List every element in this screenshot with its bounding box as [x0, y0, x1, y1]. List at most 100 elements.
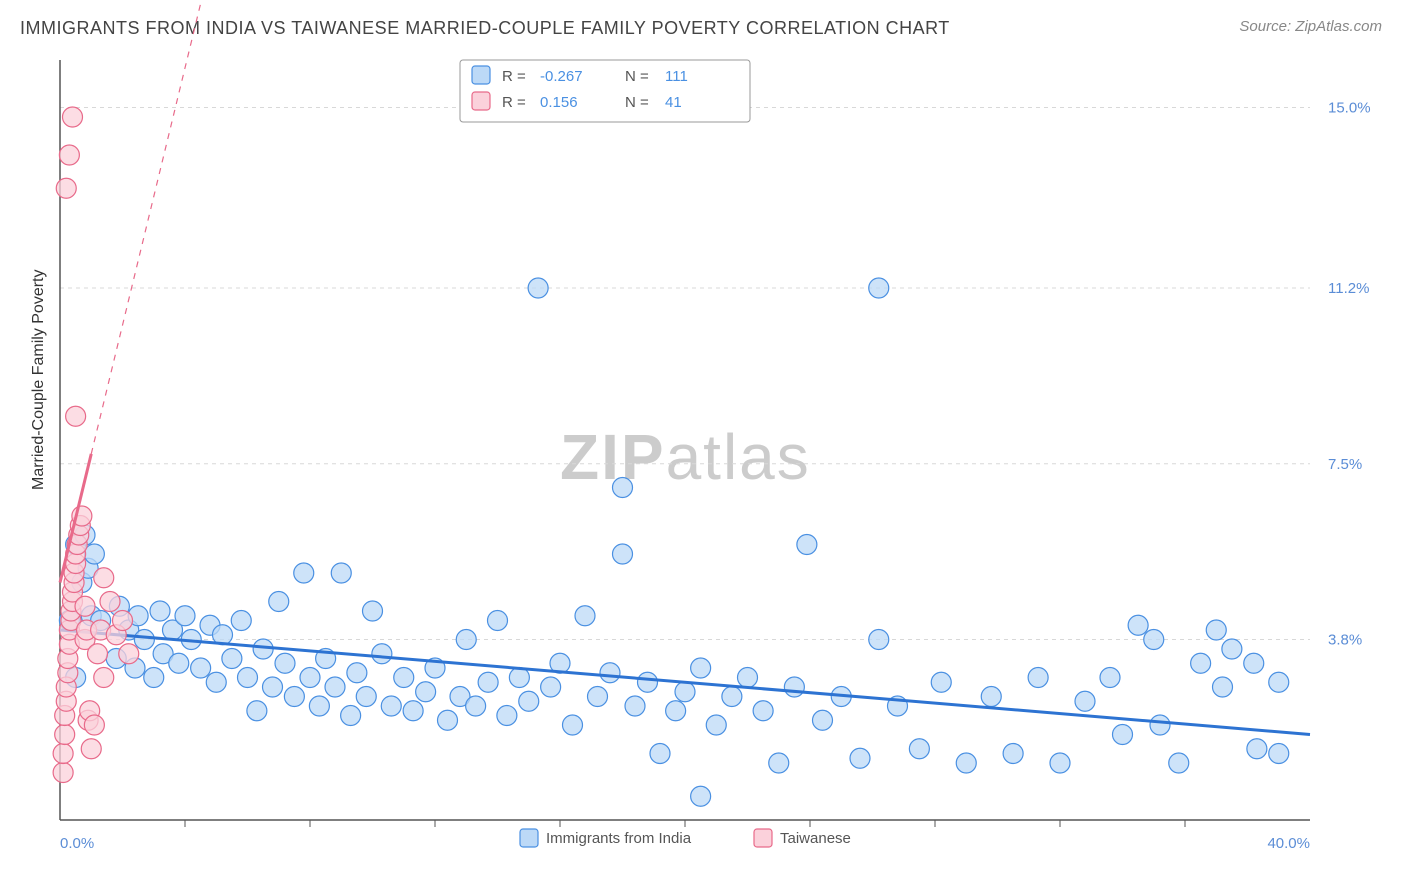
data-point-india	[231, 611, 251, 631]
data-point-india	[372, 644, 392, 664]
scatter-plot: 3.8%7.5%11.2%15.0%0.0%40.0%R =-0.267N =1…	[0, 0, 1406, 892]
data-point-india	[1128, 615, 1148, 635]
data-point-india	[478, 672, 498, 692]
data-point-taiwanese	[119, 644, 139, 664]
data-point-india	[294, 563, 314, 583]
data-point-india	[869, 278, 889, 298]
data-point-india	[347, 663, 367, 683]
data-point-india	[706, 715, 726, 735]
data-point-india	[931, 672, 951, 692]
data-point-india	[691, 786, 711, 806]
data-point-india	[666, 701, 686, 721]
data-point-taiwanese	[55, 725, 75, 745]
data-point-taiwanese	[113, 611, 133, 631]
legend-N-value-taiwanese: 41	[665, 94, 682, 111]
data-point-taiwanese	[88, 644, 108, 664]
data-point-india	[1150, 715, 1170, 735]
data-point-india	[356, 687, 376, 707]
data-point-taiwanese	[94, 568, 114, 588]
data-point-india	[363, 601, 383, 621]
data-point-taiwanese	[94, 668, 114, 688]
data-point-taiwanese	[84, 715, 104, 735]
data-point-india	[738, 668, 758, 688]
legend-R-label: R =	[502, 94, 526, 111]
data-point-taiwanese	[66, 406, 86, 426]
data-point-india	[753, 701, 773, 721]
data-point-india	[1213, 677, 1233, 697]
data-point-india	[588, 687, 608, 707]
data-point-india	[769, 753, 789, 773]
legend-R-label: R =	[502, 68, 526, 85]
data-point-india	[797, 535, 817, 555]
data-point-taiwanese	[53, 763, 73, 783]
data-point-india	[331, 563, 351, 583]
data-point-taiwanese	[63, 107, 83, 127]
bottom-legend-swatch-taiwanese	[754, 829, 772, 847]
data-point-india	[247, 701, 267, 721]
data-point-india	[1144, 630, 1164, 650]
data-point-india	[613, 478, 633, 498]
data-point-india	[1100, 668, 1120, 688]
x-tick-label: 0.0%	[60, 835, 94, 852]
data-point-india	[600, 663, 620, 683]
legend-swatch-taiwanese	[472, 92, 490, 110]
data-point-india	[981, 687, 1001, 707]
data-point-india	[325, 677, 345, 697]
y-tick-label: 11.2%	[1328, 280, 1369, 297]
data-point-india	[134, 630, 154, 650]
data-point-india	[650, 744, 670, 764]
data-point-taiwanese	[59, 145, 79, 165]
data-point-india	[275, 653, 295, 673]
y-tick-label: 3.8%	[1328, 632, 1362, 649]
data-point-india	[1206, 620, 1226, 640]
data-point-india	[575, 606, 595, 626]
legend-R-value-taiwanese: 0.156	[540, 94, 578, 111]
data-point-india	[813, 710, 833, 730]
data-point-india	[528, 278, 548, 298]
data-point-india	[456, 630, 476, 650]
data-point-india	[144, 668, 164, 688]
data-point-india	[691, 658, 711, 678]
data-point-india	[1003, 744, 1023, 764]
data-point-india	[466, 696, 486, 716]
data-point-taiwanese	[53, 744, 73, 764]
data-point-india	[191, 658, 211, 678]
data-point-india	[309, 696, 329, 716]
data-point-india	[909, 739, 929, 759]
bottom-legend-swatch-india	[520, 829, 538, 847]
data-point-india	[1075, 691, 1095, 711]
data-point-india	[497, 706, 517, 726]
y-tick-label: 7.5%	[1328, 456, 1362, 473]
data-point-india	[625, 696, 645, 716]
data-point-india	[300, 668, 320, 688]
data-point-india	[1191, 653, 1211, 673]
data-point-india	[263, 677, 283, 697]
legend-swatch-india	[472, 66, 490, 84]
data-point-india	[722, 687, 742, 707]
data-point-india	[206, 672, 226, 692]
data-point-india	[488, 611, 508, 631]
bottom-legend-label-india: Immigrants from India	[546, 830, 692, 847]
data-point-india	[175, 606, 195, 626]
data-point-india	[169, 653, 189, 673]
data-point-india	[269, 592, 289, 612]
data-point-india	[403, 701, 423, 721]
data-point-india	[1269, 672, 1289, 692]
legend-N-label: N =	[625, 94, 649, 111]
data-point-india	[222, 649, 242, 669]
legend-N-value-india: 111	[665, 68, 688, 85]
data-point-india	[1222, 639, 1242, 659]
data-point-india	[784, 677, 804, 697]
data-point-india	[341, 706, 361, 726]
data-point-india	[150, 601, 170, 621]
data-point-india	[519, 691, 539, 711]
data-point-india	[1050, 753, 1070, 773]
trendline-taiwanese-dash	[91, 0, 210, 454]
y-tick-label: 15.0%	[1328, 100, 1371, 117]
legend-N-label: N =	[625, 68, 649, 85]
data-point-india	[869, 630, 889, 650]
data-point-taiwanese	[75, 596, 95, 616]
data-point-taiwanese	[81, 739, 101, 759]
data-point-india	[1244, 653, 1264, 673]
data-point-india	[850, 748, 870, 768]
